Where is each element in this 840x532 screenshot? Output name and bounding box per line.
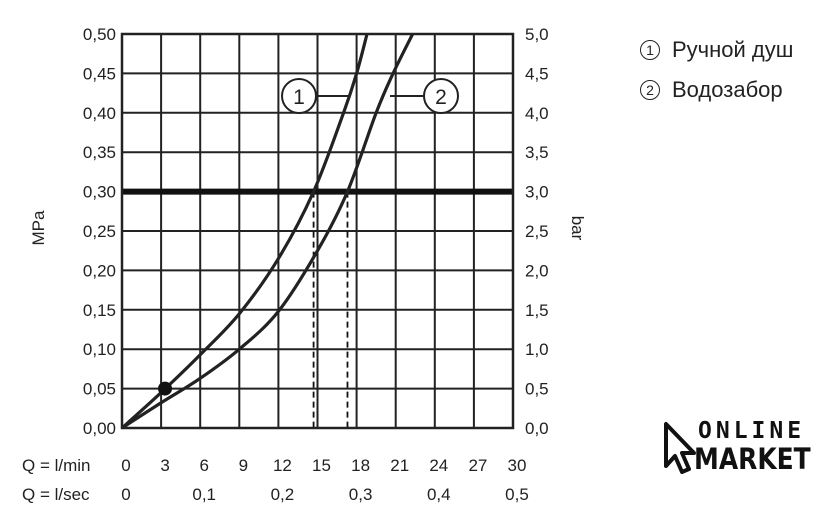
x-tick-label-primary: 21 (390, 456, 409, 475)
plot-frame (120, 32, 515, 430)
plot-border (120, 32, 515, 430)
legend-label-2: Водозабор (672, 77, 783, 102)
x-tick-label-secondary: 0,4 (427, 485, 451, 504)
tick-labels: 0,000,050,100,150,200,250,300,350,400,45… (83, 25, 549, 504)
series-line-1 (120, 33, 369, 430)
x-tick-label-primary: 15 (312, 456, 331, 475)
x-tick-label-primary: 9 (239, 456, 248, 475)
legend-number-2: 2 (640, 80, 660, 100)
callout-number-2: 2 (435, 86, 447, 109)
legend-number-1: 1 (640, 40, 660, 60)
right-tick-label: 4,5 (525, 64, 549, 83)
cursor-icon (664, 422, 696, 474)
onlinemarket-logo: ONLINE MARKET (662, 418, 832, 478)
legend-label-1: Ручной душ (672, 37, 794, 62)
right-tick-label: 2,0 (525, 261, 549, 280)
legend-item-2: 2 Водозабор (640, 70, 793, 110)
logo-text-top: ONLINE (698, 418, 806, 444)
x-tick-label-primary: 30 (508, 456, 527, 475)
right-tick-label: 5,0 (525, 25, 549, 44)
left-tick-label: 0,15 (83, 301, 116, 320)
right-tick-label: 0,0 (525, 419, 549, 438)
x-tick-label-primary: 3 (160, 456, 169, 475)
right-tick-label: 1,5 (525, 301, 549, 320)
left-tick-label: 0,40 (83, 104, 116, 123)
series-line-2 (121, 33, 415, 430)
left-tick-label: 0,05 (83, 380, 116, 399)
legend: 1 Ручной душ 2 Водозабор (640, 30, 793, 110)
x-tick-label-primary: 18 (351, 456, 370, 475)
callout-circle-1 (281, 78, 317, 114)
right-tick-label: 3,0 (525, 183, 549, 202)
x-tick-label-primary: 24 (429, 456, 448, 475)
x-tick-label-secondary: 0 (121, 485, 130, 504)
reference-point (158, 381, 173, 396)
right-tick-label: 3,5 (525, 143, 549, 162)
x-tick-label-secondary: 0,5 (505, 485, 529, 504)
x-axis-secondary-title: Q = l/sec (22, 485, 90, 504)
callout-number-1: 1 (293, 86, 305, 109)
right-tick-label: 1,0 (525, 340, 549, 359)
left-tick-label: 0,10 (83, 340, 116, 359)
logo-text-bottom: MARKET (694, 442, 811, 476)
x-tick-label-primary: 6 (199, 456, 208, 475)
x-tick-label-primary: 12 (273, 456, 292, 475)
x-tick-label-secondary: 0,2 (271, 485, 295, 504)
series-layer (120, 33, 415, 430)
x-tick-label-secondary: 0,3 (349, 485, 373, 504)
left-tick-label: 0,30 (83, 183, 116, 202)
legend-item-1: 1 Ручной душ (640, 30, 793, 70)
left-tick-label: 0,50 (83, 25, 116, 44)
left-tick-label: 0,25 (83, 222, 116, 241)
left-tick-label: 0,35 (83, 143, 116, 162)
left-tick-label: 0,00 (83, 419, 116, 438)
x-tick-label-primary: 0 (121, 456, 130, 475)
right-tick-label: 0,5 (525, 380, 549, 399)
x-axis-primary-title: Q = l/min (22, 456, 91, 475)
left-axis-title: MPa (29, 210, 48, 246)
x-tick-label-primary: 27 (468, 456, 487, 475)
right-tick-label: 2,5 (525, 222, 549, 241)
left-tick-label: 0,20 (83, 261, 116, 280)
left-tick-label: 0,45 (83, 64, 116, 83)
right-axis-title: bar (568, 216, 587, 241)
callout-circle-2 (423, 78, 459, 114)
right-tick-label: 4,0 (525, 104, 549, 123)
x-tick-label-secondary: 0,1 (192, 485, 216, 504)
